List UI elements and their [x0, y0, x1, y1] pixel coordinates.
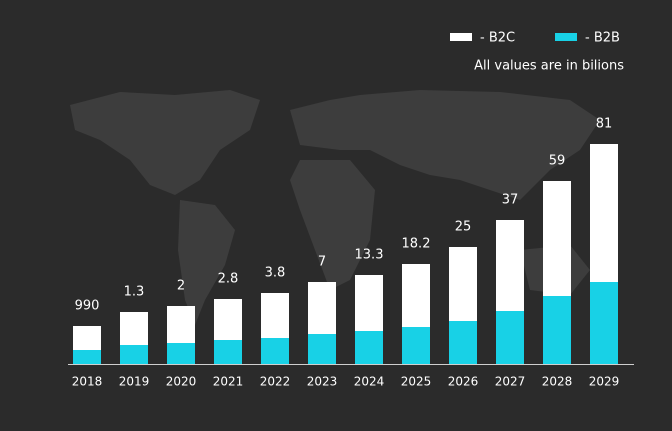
bar-segment: [261, 338, 289, 364]
bar-segment: [449, 247, 477, 321]
bar-segment: [120, 345, 148, 364]
bar-segment: [590, 282, 618, 364]
bar-segment: [214, 299, 242, 340]
bar-segment: [214, 340, 242, 364]
x-tick-label: 2025: [401, 375, 432, 389]
bar-segment: [402, 264, 430, 327]
total-label: 37: [502, 193, 519, 208]
x-tick-label: 2024: [354, 375, 385, 389]
subtitle: All values are in bilions: [474, 59, 624, 74]
legend-swatch: [450, 33, 472, 41]
bar-segment: [167, 306, 195, 343]
x-tick-label: 2019: [119, 375, 150, 389]
x-tick-label: 2028: [542, 375, 573, 389]
total-label: 25: [455, 220, 472, 235]
bar-segment: [308, 334, 336, 364]
x-tick-label: 2018: [72, 375, 103, 389]
bar-segment: [261, 293, 289, 338]
total-label: 81: [596, 117, 613, 132]
bar-segment: [355, 275, 383, 331]
bar-segment: [120, 312, 148, 345]
bar-segment: [449, 321, 477, 364]
total-label: 59: [549, 154, 566, 169]
total-label: 2.8: [218, 272, 239, 287]
bar-segment: [496, 220, 524, 311]
legend-label: - B2B: [585, 31, 620, 46]
bar-segment: [402, 327, 430, 364]
total-label: 18.2: [402, 237, 431, 252]
bar-segment: [73, 326, 101, 350]
x-tick-label: 2023: [307, 375, 338, 389]
bar-segment: [496, 311, 524, 364]
x-tick-label: 2027: [495, 375, 526, 389]
x-tick-label: 2026: [448, 375, 479, 389]
total-label: 990: [75, 299, 100, 314]
x-tick-label: 2029: [589, 375, 620, 389]
total-label: 13.3: [355, 248, 384, 263]
total-label: 2: [177, 279, 185, 294]
total-label: 1.3: [124, 285, 145, 300]
total-label: 7: [318, 255, 326, 270]
bar-segment: [590, 144, 618, 282]
x-tick-label: 2020: [166, 375, 197, 389]
x-tick-label: 2022: [260, 375, 291, 389]
legend-swatch: [555, 33, 577, 41]
bar-segment: [543, 296, 571, 364]
bar-segment: [73, 350, 101, 364]
bar-segment: [355, 331, 383, 364]
bar-segment: [308, 282, 336, 334]
bar-segment: [543, 181, 571, 296]
legend-label: - B2C: [480, 31, 515, 46]
x-tick-label: 2021: [213, 375, 244, 389]
total-label: 3.8: [265, 266, 286, 281]
bar-segment: [167, 343, 195, 364]
